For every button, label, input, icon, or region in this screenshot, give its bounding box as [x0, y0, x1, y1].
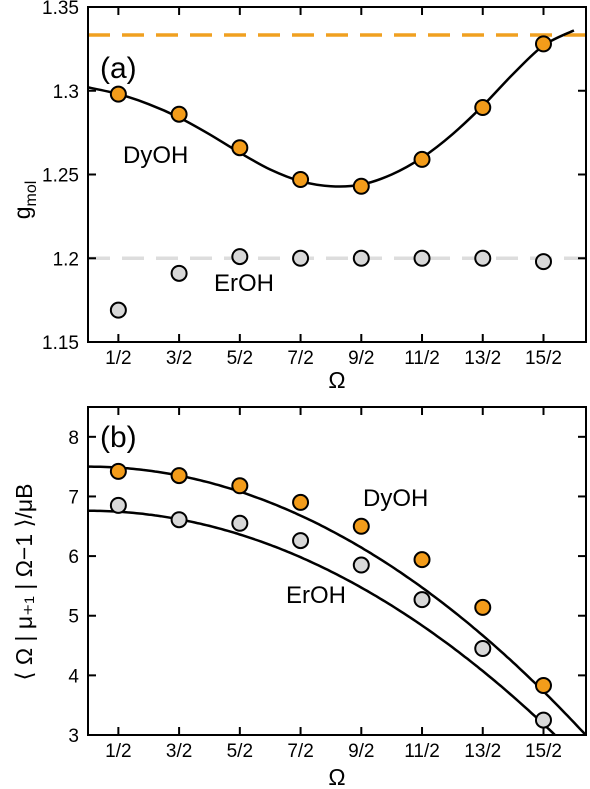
x-tick-label: 13/2: [464, 348, 501, 369]
dyoh-point: [292, 171, 310, 189]
y-tick-label: 6: [68, 547, 79, 568]
eroh-point: [413, 249, 431, 267]
y-tick-label: 1.3: [53, 82, 79, 103]
series-dyoh-points: [109, 462, 552, 695]
eroh-point: [231, 514, 249, 532]
x-tick-label: 1/2: [105, 348, 131, 369]
panel-a: 1.15 1.2 1.25 1.3 1.35 1/2 3/2 5/2 7/2 9/2 11/2 13…: [9, 0, 587, 393]
dyoh-point: [534, 35, 552, 53]
y-tick-label: 7: [68, 487, 79, 508]
eroh-point: [474, 640, 492, 658]
series-eroh-points: [109, 496, 552, 729]
dyoh-point: [474, 598, 492, 616]
x-tick-label: 3/2: [166, 741, 192, 762]
y-tick-label: 5: [68, 607, 79, 628]
y-axis-title: ⟨ Ω | μ₊₁ | Ω−1 ⟩/μB: [11, 484, 37, 681]
svg-text:gmol: gmol: [9, 181, 40, 220]
y-tick-label: 3: [68, 726, 79, 747]
y-tick-label: 1.35: [42, 0, 79, 19]
dyoh-point: [413, 150, 431, 168]
x-tick-label: 7/2: [287, 741, 313, 762]
x-tick-label: 5/2: [227, 348, 253, 369]
plot-frame: [87, 406, 587, 736]
fit-curve-dyoh: [88, 29, 575, 188]
x-tick-label: 7/2: [287, 348, 313, 369]
dyoh-point: [109, 85, 127, 103]
series-label-dyoh: DyOH: [363, 485, 428, 512]
panel-b: 3 4 5 6 7 8 1/2 3/2 5/2 7/2 9/2 11/2 13/2 15/2 (b) D…: [11, 406, 587, 789]
eroh-point: [292, 532, 310, 550]
eroh-point: [413, 591, 431, 609]
y-tick-label: 1.2: [53, 249, 79, 270]
x-tick-label: 3/2: [166, 348, 192, 369]
x-ticks: 1/2 3/2 5/2 7/2 9/2 11/2 13/2 15/2: [105, 7, 562, 369]
y-axis-title-main: g: [9, 206, 35, 219]
series-eroh-points: [109, 248, 552, 319]
series-label-dyoh: DyOH: [123, 142, 188, 169]
eroh-point: [534, 253, 552, 271]
x-tick-label: 1/2: [105, 741, 131, 762]
y-axis-title-sub: mol: [23, 181, 40, 207]
eroh-point: [170, 264, 188, 282]
x-tick-label: 13/2: [464, 741, 501, 762]
dyoh-point: [109, 462, 127, 480]
y-axis-title: gmol: [9, 181, 40, 220]
y-axis-title-text: ⟨ Ω | μ₊₁ | Ω−1 ⟩/μB: [11, 484, 37, 681]
y-ticks: 1.15 1.2 1.25 1.3 1.35: [42, 0, 586, 354]
eroh-point: [352, 249, 370, 267]
dyoh-point: [474, 99, 492, 116]
y-tick-label: 8: [68, 428, 79, 449]
dyoh-point: [170, 105, 188, 123]
dyoh-point: [352, 517, 370, 535]
eroh-point: [109, 301, 127, 319]
eroh-point: [231, 248, 249, 266]
series-dyoh-points: [109, 35, 552, 195]
dyoh-point: [231, 139, 249, 157]
x-tick-label: 11/2: [404, 348, 440, 369]
dyoh-point: [231, 477, 249, 495]
plot-frame: [87, 6, 587, 343]
x-ticks: 1/2 3/2 5/2 7/2 9/2 11/2 13/2 15/2: [105, 407, 562, 762]
eroh-point: [352, 556, 370, 574]
dyoh-point: [352, 177, 370, 195]
x-tick-label: 11/2: [404, 741, 440, 762]
dyoh-point: [413, 551, 431, 569]
eroh-point: [170, 511, 188, 529]
fit-curve-eroh: [88, 509, 557, 735]
x-tick-label: 15/2: [525, 741, 562, 762]
x-tick-label: 15/2: [525, 348, 562, 369]
eroh-point: [534, 711, 552, 729]
x-axis-title: Ω: [328, 764, 345, 789]
eroh-point: [292, 249, 310, 267]
x-axis-title: Ω: [328, 367, 345, 393]
x-tick-label: 5/2: [227, 741, 253, 762]
dyoh-point: [292, 493, 310, 511]
panel-label: (b): [100, 421, 137, 454]
y-tick-label: 4: [68, 666, 79, 687]
x-tick-label: 9/2: [348, 348, 374, 369]
y-tick-label: 1.15: [42, 333, 79, 354]
x-tick-label: 9/2: [348, 741, 374, 762]
series-label-eroh: ErOH: [214, 270, 274, 297]
panel-label: (a): [100, 52, 137, 85]
series-label-eroh: ErOH: [286, 582, 346, 609]
dyoh-point: [170, 467, 188, 485]
eroh-point: [109, 496, 127, 514]
y-tick-label: 1.25: [42, 166, 79, 187]
eroh-point: [474, 249, 492, 267]
dyoh-point: [534, 677, 552, 695]
